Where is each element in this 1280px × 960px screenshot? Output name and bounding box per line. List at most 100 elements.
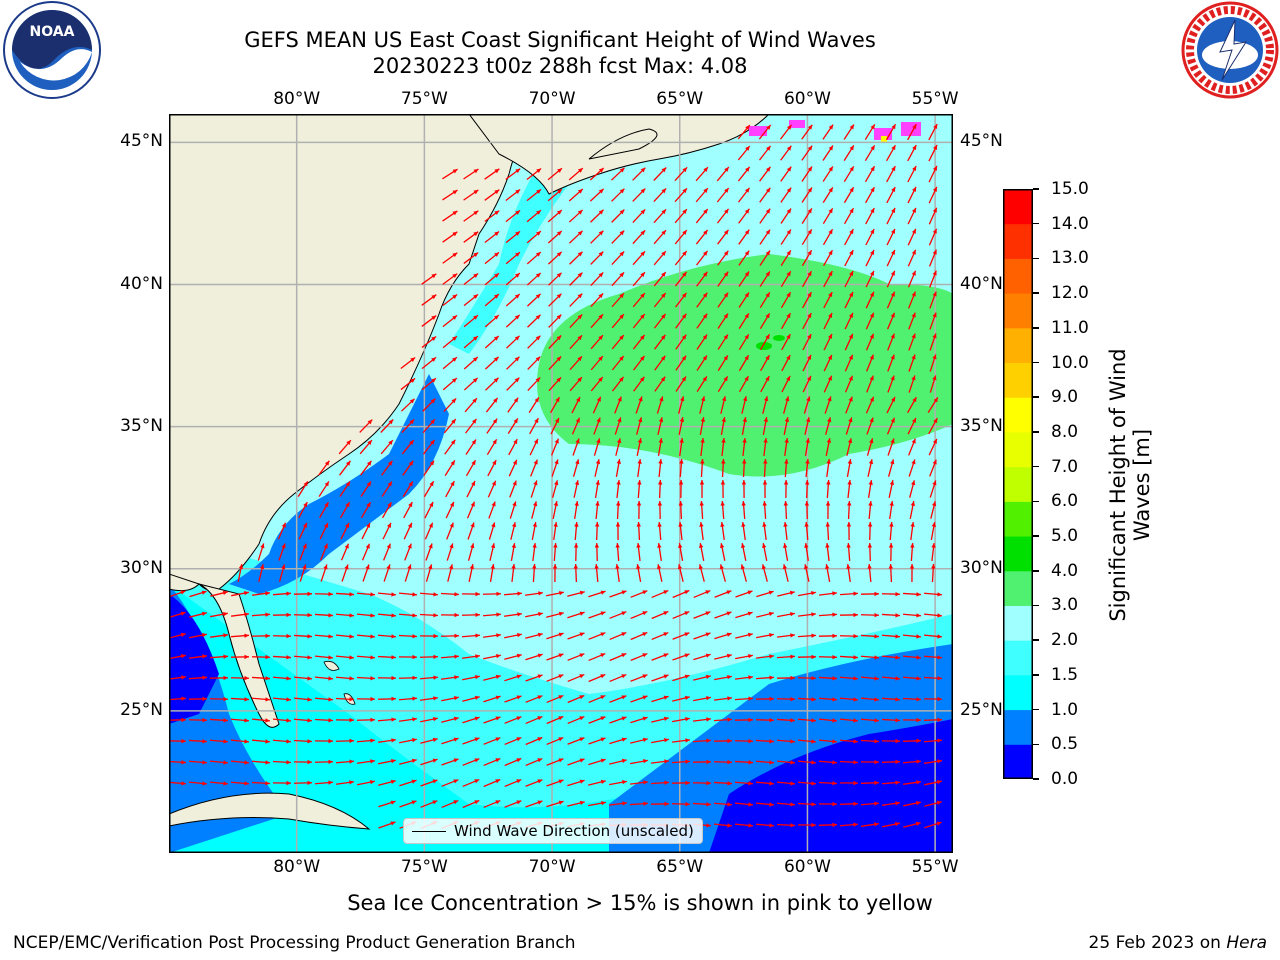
wind-arrow	[700, 458, 705, 478]
wind-arrow	[548, 293, 562, 307]
wind-arrow	[818, 591, 838, 596]
wind-arrow	[908, 354, 916, 372]
wind-arrow	[822, 124, 834, 140]
lat-tick-label-left: 25°N	[120, 699, 163, 720]
wind-arrow	[735, 632, 753, 639]
wind-arrow	[759, 250, 771, 266]
wind-arrow	[611, 250, 625, 266]
wind-arrow	[293, 697, 313, 702]
wind-arrow	[717, 313, 729, 329]
wave-zone-0_0m	[709, 719, 953, 853]
wind-arrow	[818, 718, 838, 723]
wind-arrow	[844, 375, 854, 393]
wind-arrow	[696, 376, 708, 392]
wind-arrow	[632, 292, 646, 308]
wind-arrow	[272, 697, 292, 702]
wind-arrow	[839, 676, 859, 681]
wind-arrow	[762, 500, 767, 520]
wind-arrow	[403, 501, 413, 519]
wind-arrow	[865, 228, 875, 246]
wind-arrow	[929, 333, 937, 351]
wind-arrow	[611, 271, 625, 287]
legend-line-icon	[412, 830, 446, 832]
title-line-1: GEFS MEAN US East Coast Significant Heig…	[244, 28, 876, 52]
lon-tick-label-bot: 65°W	[656, 857, 704, 877]
wind-arrow	[524, 591, 544, 596]
wind-arrow	[888, 480, 895, 498]
wind-arrow	[650, 780, 670, 785]
wind-arrow	[505, 230, 521, 244]
wind-arrow	[278, 564, 286, 582]
wind-arrow	[272, 676, 292, 681]
wind-arrow	[651, 653, 669, 661]
wind-arrow	[525, 611, 543, 618]
wind-arrow	[866, 375, 874, 393]
wind-arrow	[231, 591, 249, 597]
wind-arrow	[860, 801, 880, 806]
wind-arrow	[783, 500, 788, 520]
wind-arrow	[588, 801, 606, 807]
wind-arrow	[272, 760, 292, 765]
wind-arrow	[398, 654, 418, 660]
wind-arrow	[553, 521, 558, 541]
wind-arrow	[928, 438, 938, 456]
wind-arrow	[424, 501, 434, 519]
wind-arrow	[510, 543, 516, 561]
colorbar-tick-label: 12.0	[1051, 283, 1089, 304]
wind-arrow	[377, 655, 397, 660]
wind-arrow	[672, 632, 690, 640]
wind-arrow	[297, 481, 309, 497]
wind-arrow	[462, 674, 480, 681]
colorbar-tick-mark	[1033, 327, 1039, 329]
wind-arrow	[209, 633, 229, 638]
wind-arrow	[528, 397, 540, 413]
wind-arrow	[547, 230, 563, 244]
wind-arrow	[780, 229, 792, 245]
wind-arrow	[611, 188, 625, 202]
wind-arrow	[505, 209, 521, 223]
wind-arrow	[615, 459, 621, 477]
wind-arrow	[737, 145, 751, 161]
wind-arrow	[713, 802, 733, 807]
wind-arrow	[902, 717, 922, 723]
lon-tick-label-top: 70°W	[528, 89, 576, 109]
wind-arrow	[804, 500, 810, 520]
colorbar-segment	[1003, 397, 1033, 433]
colorbar-tick-mark	[1033, 361, 1039, 364]
wind-arrow	[657, 500, 663, 520]
wind-arrow	[902, 697, 922, 702]
wind-arrow	[721, 437, 726, 457]
wind-arrow	[674, 208, 688, 224]
wind-arrow	[637, 479, 642, 499]
wind-arrow	[860, 780, 880, 786]
wind-arrow	[864, 165, 876, 183]
wind-arrow	[762, 417, 768, 435]
wind-arrow	[462, 799, 480, 809]
wind-arrow	[338, 439, 352, 455]
map-legend: Wind Wave Direction (unscaled)	[403, 818, 703, 844]
wind-arrow	[567, 715, 585, 725]
wind-arrow	[483, 695, 501, 703]
wind-arrow	[400, 357, 416, 369]
wind-arrow	[714, 611, 732, 619]
wind-arrow	[402, 481, 414, 497]
wind-arrow	[525, 757, 543, 767]
colorbar-segment	[1003, 293, 1033, 329]
wind-arrow	[699, 543, 705, 561]
wind-arrow	[741, 396, 748, 414]
colorbar-tick-label: 4.0	[1051, 560, 1079, 581]
wind-wave-arrows	[169, 123, 943, 830]
wind-arrow	[298, 501, 308, 519]
colorbar-tick-mark	[1033, 570, 1039, 572]
wind-arrow	[609, 758, 627, 765]
wind-arrow	[636, 438, 643, 456]
wind-arrow	[881, 738, 901, 744]
wind-arrow	[464, 397, 478, 413]
wind-arrow	[781, 354, 791, 372]
colorbar-tick-label: 1.5	[1051, 664, 1079, 685]
wind-arrow	[693, 632, 711, 640]
wind-arrow	[423, 480, 435, 498]
wind-arrow	[425, 543, 433, 561]
wind-arrow	[713, 738, 733, 744]
wind-arrow	[504, 757, 522, 767]
